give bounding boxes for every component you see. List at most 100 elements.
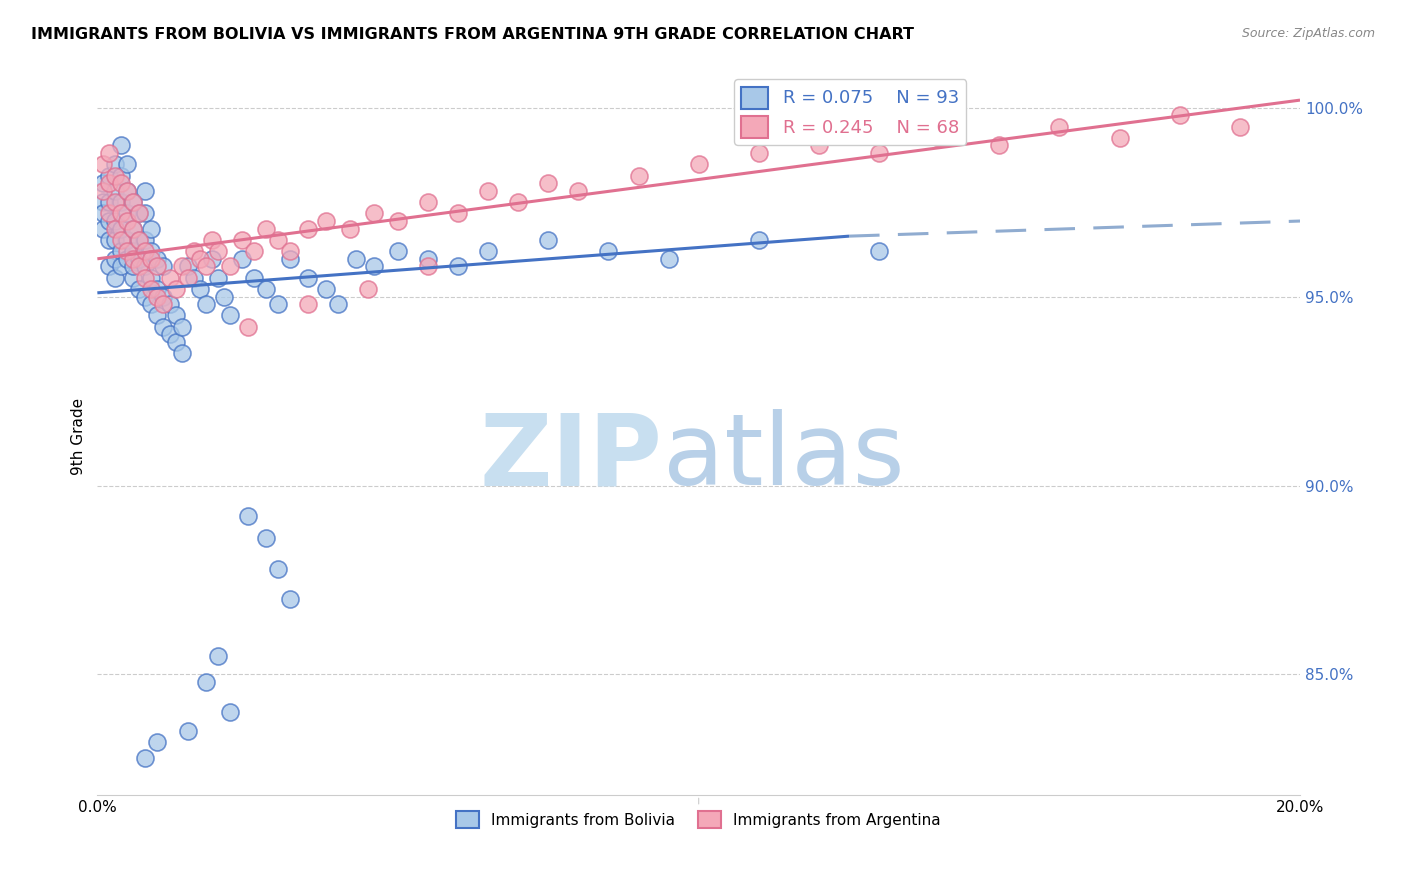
Point [254,221,277,235]
Point [122,195,145,210]
Point [748,146,770,161]
Point [357,282,380,296]
Point [117,233,139,247]
Point [748,233,770,247]
Point [188,282,211,296]
Point [110,206,132,220]
Point [146,252,169,266]
Point [117,157,139,171]
Point [98,176,121,190]
Point [363,260,385,274]
Point [93,184,115,198]
Point [128,206,150,220]
Text: atlas: atlas [662,409,904,507]
Point [159,297,181,311]
Point [194,675,217,690]
Point [141,297,163,311]
Point [122,244,145,259]
Point [201,252,224,266]
Point [297,270,319,285]
Point [117,184,139,198]
Point [201,233,224,247]
Point [212,290,235,304]
Point [104,157,127,171]
Point [159,327,181,342]
Point [159,270,181,285]
Point [1168,108,1191,122]
Point [176,270,198,285]
Legend: Immigrants from Bolivia, Immigrants from Argentina: Immigrants from Bolivia, Immigrants from… [450,805,948,834]
Point [152,290,174,304]
Point [165,309,187,323]
Point [416,252,439,266]
Point [387,244,409,259]
Point [152,297,174,311]
Point [152,319,174,334]
Point [146,282,169,296]
Point [104,169,127,183]
Point [128,260,150,274]
Point [658,252,681,266]
Point [117,252,139,266]
Point [188,252,211,266]
Point [134,244,156,259]
Point [104,214,127,228]
Point [176,724,198,739]
Point [1108,131,1130,145]
Point [110,244,132,259]
Point [122,221,145,235]
Point [254,532,277,546]
Point [104,233,127,247]
Point [110,221,132,235]
Point [117,184,139,198]
Point [207,244,229,259]
Point [128,206,150,220]
Point [110,233,132,247]
Point [231,252,253,266]
Point [315,214,337,228]
Point [928,131,950,145]
Point [183,244,205,259]
Point [98,233,121,247]
Point [110,260,132,274]
Point [104,252,127,266]
Point [93,176,115,190]
Point [122,260,145,274]
Point [194,297,217,311]
Point [98,169,121,183]
Point [110,176,132,190]
Point [165,282,187,296]
Point [146,290,169,304]
Point [104,184,127,198]
Point [278,252,301,266]
Point [326,297,349,311]
Point [278,591,301,606]
Point [98,195,121,210]
Text: Source: ZipAtlas.com: Source: ZipAtlas.com [1241,27,1375,40]
Text: IMMIGRANTS FROM BOLIVIA VS IMMIGRANTS FROM ARGENTINA 9TH GRADE CORRELATION CHART: IMMIGRANTS FROM BOLIVIA VS IMMIGRANTS FR… [31,27,914,42]
Point [387,214,409,228]
Point [297,221,319,235]
Point [1049,120,1071,134]
Point [93,157,115,171]
Point [416,195,439,210]
Point [98,214,121,228]
Point [141,270,163,285]
Point [868,244,890,259]
Point [207,648,229,663]
Point [141,244,163,259]
Point [868,146,890,161]
Point [146,309,169,323]
Point [128,252,150,266]
Point [176,260,198,274]
Point [134,233,156,247]
Point [477,184,499,198]
Point [165,334,187,349]
Point [117,244,139,259]
Point [1229,120,1251,134]
Point [93,206,115,220]
Point [242,244,264,259]
Point [104,270,127,285]
Point [141,221,163,235]
Point [122,221,145,235]
